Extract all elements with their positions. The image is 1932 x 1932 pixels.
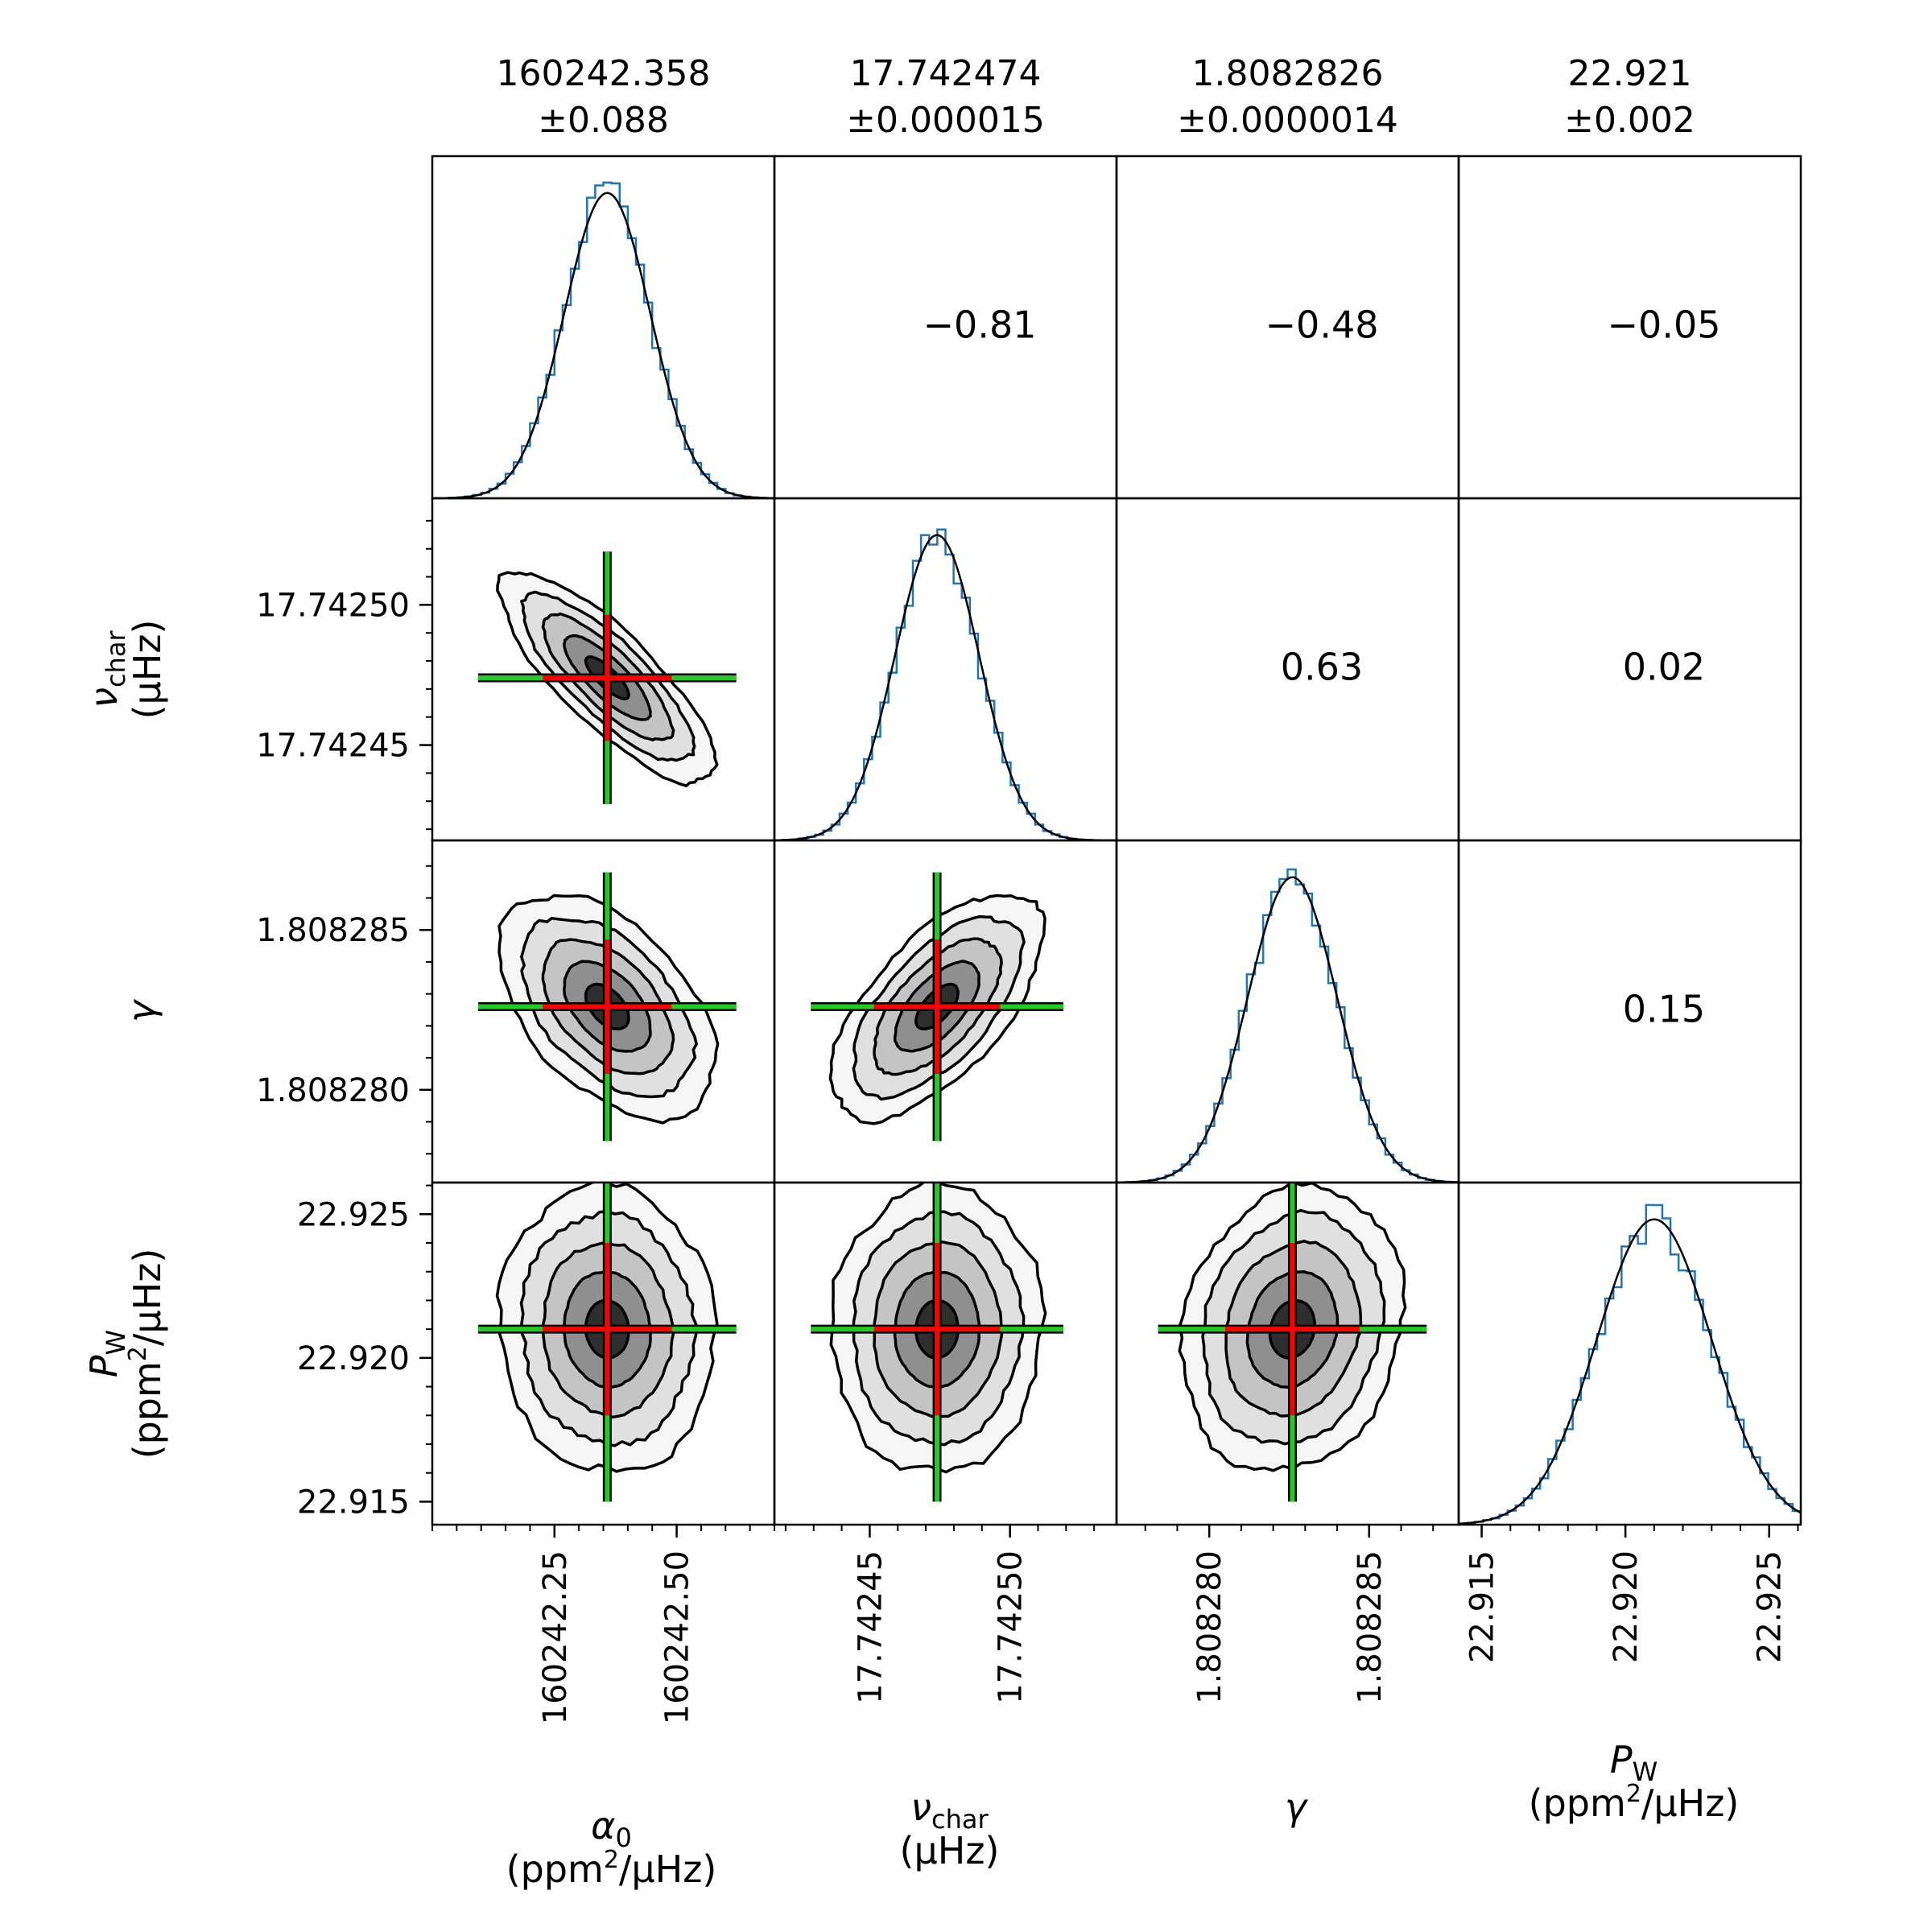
svg-text:(μHz): (μHz) bbox=[900, 1829, 1000, 1872]
axis-label-x-pw: PW(ppm2/μHz) bbox=[1529, 1738, 1740, 1825]
error-cross bbox=[811, 1183, 1063, 1502]
correlation-value: −0.05 bbox=[1608, 303, 1721, 346]
gaussian-fit-line bbox=[774, 534, 1117, 840]
panel-1-0: 17.74245 17.74250 bbox=[256, 497, 776, 842]
symbol: P bbox=[82, 1355, 126, 1377]
symbol: α bbox=[591, 1804, 615, 1847]
error-cross bbox=[478, 551, 737, 804]
correlation-value: −0.48 bbox=[1265, 303, 1379, 346]
correlation-value: 0.15 bbox=[1623, 987, 1705, 1030]
column-title-error: ±0.000015 bbox=[846, 100, 1045, 141]
symbol: P bbox=[1610, 1738, 1633, 1781]
panel-0-2: −0.48 bbox=[1115, 155, 1460, 500]
correlation-value: 0.02 bbox=[1623, 645, 1705, 688]
panel-frame bbox=[431, 155, 776, 500]
panel-3-0: 160242.25 160242.50 22.915 22.920 22.925 bbox=[297, 1181, 776, 1724]
panel-3-3: 22.915 22.920 22.925 bbox=[1457, 1181, 1802, 1663]
histogram-step bbox=[1459, 1203, 1801, 1525]
panel-3-1: 17.74245 17.74250 bbox=[773, 1181, 1118, 1704]
panel-frame bbox=[1457, 1181, 1802, 1526]
symbol: γ bbox=[1285, 1785, 1309, 1829]
column-title-value: 22.921 bbox=[1568, 53, 1692, 94]
svg-text:νchar: νchar bbox=[82, 630, 131, 708]
x-tick-label: 17.74245 bbox=[852, 1550, 889, 1704]
gaussian-fit-line bbox=[1117, 876, 1459, 1183]
axis-label-x-gamma: γ bbox=[1285, 1785, 1309, 1829]
svg-text:(μHz): (μHz) bbox=[126, 620, 169, 720]
histogram-step bbox=[432, 181, 774, 498]
x-tick-label: 22.915 bbox=[1464, 1550, 1501, 1663]
column-title-value: 160242.358 bbox=[497, 53, 711, 94]
histogram-step bbox=[1117, 868, 1459, 1183]
x-tick-label: 160242.25 bbox=[537, 1550, 574, 1724]
svg-text:γ: γ bbox=[120, 998, 163, 1022]
y-tick-label: 22.915 bbox=[297, 1484, 410, 1521]
column-title-value: 1.8082826 bbox=[1192, 53, 1384, 94]
y-tick-label: 17.74250 bbox=[256, 587, 410, 624]
svg-text:PW: PW bbox=[1610, 1738, 1657, 1787]
axis-label-y-gamma: γ bbox=[120, 998, 163, 1022]
svg-text:(ppm2/μHz): (ppm2/μHz) bbox=[506, 1846, 717, 1891]
axis-label-x-nu-char: νchar(μHz) bbox=[900, 1785, 1000, 1872]
correlation-value: −0.81 bbox=[923, 303, 1037, 346]
column-title-error: ±0.0000014 bbox=[1177, 100, 1398, 141]
correlation-value: 0.63 bbox=[1281, 645, 1363, 688]
svg-text:νchar: νchar bbox=[910, 1785, 989, 1835]
x-tick-label: 1.808280 bbox=[1191, 1550, 1228, 1704]
column-title-value: 17.742474 bbox=[850, 53, 1042, 94]
y-tick-label: 17.74245 bbox=[256, 728, 410, 765]
panel-2-3: 0.15 bbox=[1457, 839, 1802, 1184]
x-tick-label: 160242.50 bbox=[659, 1550, 696, 1724]
panel-2-1 bbox=[773, 839, 1118, 1184]
panel-3-2: 1.808280 1.808285 bbox=[1115, 1181, 1460, 1704]
symbol: ν bbox=[82, 687, 126, 708]
gaussian-fit-line bbox=[432, 192, 774, 498]
panel-0-1: −0.81 bbox=[773, 155, 1118, 500]
panel-1-1 bbox=[773, 497, 1118, 842]
x-tick-label: 1.808285 bbox=[1352, 1550, 1389, 1704]
axis-label-y-pw: PW(ppm2/μHz) bbox=[82, 1249, 169, 1459]
panel-1-3: 0.02 bbox=[1457, 497, 1802, 842]
panel-2-0: 1.808280 1.808285 bbox=[256, 839, 776, 1184]
histogram-step bbox=[774, 528, 1117, 840]
column-title-error: ±0.088 bbox=[538, 100, 669, 141]
symbol: γ bbox=[120, 998, 163, 1022]
panel-2-2 bbox=[1115, 839, 1460, 1184]
axis-label-x-alpha0: α0(ppm2/μHz) bbox=[506, 1804, 717, 1891]
panel-1-2: 0.63 bbox=[1115, 497, 1460, 842]
svg-text:α0: α0 bbox=[591, 1804, 632, 1853]
svg-text:γ: γ bbox=[1285, 1785, 1309, 1829]
x-tick-label: 17.74250 bbox=[993, 1550, 1030, 1704]
gaussian-fit-line bbox=[1459, 1218, 1801, 1525]
error-cross bbox=[478, 1183, 737, 1502]
x-tick-label: 22.920 bbox=[1608, 1550, 1645, 1663]
symbol: ν bbox=[910, 1785, 931, 1829]
y-tick-label: 1.808280 bbox=[256, 1072, 410, 1109]
column-title-error: ±0.002 bbox=[1564, 100, 1695, 141]
error-cross bbox=[811, 872, 1063, 1141]
panel-frame bbox=[1115, 839, 1460, 1184]
error-cross bbox=[1158, 1183, 1427, 1502]
panel-0-3: −0.05 bbox=[1457, 155, 1802, 500]
y-tick-label: 22.920 bbox=[297, 1340, 410, 1377]
axis-label-y-nu-char: νchar(μHz) bbox=[82, 620, 169, 720]
y-tick-label: 22.925 bbox=[297, 1196, 410, 1233]
svg-text:PW: PW bbox=[82, 1330, 131, 1377]
error-cross bbox=[478, 872, 737, 1141]
x-tick-label: 22.925 bbox=[1752, 1550, 1789, 1663]
svg-text:(ppm2/μHz): (ppm2/μHz) bbox=[124, 1249, 169, 1459]
svg-text:(ppm2/μHz): (ppm2/μHz) bbox=[1529, 1780, 1740, 1825]
y-tick-label: 1.808285 bbox=[256, 912, 410, 949]
